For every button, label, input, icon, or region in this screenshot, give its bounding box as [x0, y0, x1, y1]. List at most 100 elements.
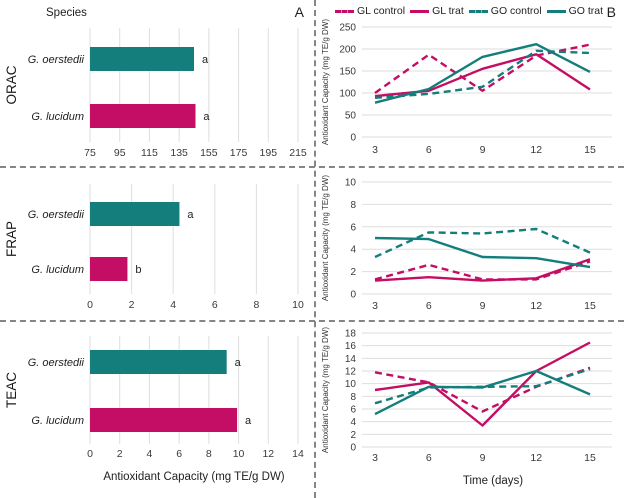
legend-item-label: GO trat [568, 5, 603, 17]
svg-text:Antioxidant Capacity (mg TE/g: Antioxidant Capacity (mg TE/g DW) [321, 19, 330, 145]
orac-bar-chart: 75 95 115 135 155 175 195 215 a G. oerstedii a G. l… [4, 7, 307, 159]
legend-item-label: GL trat [432, 5, 464, 17]
panel-divider-vertical [314, 0, 316, 498]
legend-item: GL trat [410, 5, 464, 17]
svg-text:12: 12 [530, 300, 542, 312]
svg-text:a: a [187, 209, 194, 221]
svg-text:12: 12 [262, 448, 274, 460]
bar-G. lucidum [90, 408, 238, 432]
svg-text:8: 8 [350, 200, 356, 211]
bar-G. oerstedii [90, 47, 194, 71]
row-divider-1 [0, 166, 624, 168]
series-line-GO trat [374, 43, 591, 104]
svg-text:G. oerstedii: G. oerstedii [28, 357, 85, 369]
svg-text:12: 12 [345, 367, 357, 378]
svg-text:250: 250 [339, 23, 356, 34]
bar-G. lucidum [90, 257, 128, 281]
panel-b-label: B [606, 4, 616, 20]
svg-text:Time (days): Time (days) [463, 475, 523, 487]
bar-G. oerstedii [90, 350, 227, 374]
svg-text:2: 2 [350, 430, 356, 441]
svg-text:10: 10 [345, 178, 357, 189]
series-line-GL control [374, 260, 591, 281]
svg-text:a: a [245, 415, 252, 427]
svg-text:8: 8 [206, 448, 212, 460]
svg-text:3: 3 [372, 300, 378, 312]
svg-text:150: 150 [339, 67, 356, 78]
svg-text:0: 0 [87, 448, 93, 460]
panel-orac-bar: 75 95 115 135 155 175 195 215 a G. oerstedii a G. l… [0, 0, 316, 168]
svg-text:4: 4 [350, 245, 356, 256]
svg-text:9: 9 [480, 300, 486, 312]
svg-text:16: 16 [345, 341, 357, 352]
svg-text:9: 9 [480, 144, 486, 156]
legend-item: GO control [468, 5, 542, 17]
svg-text:175: 175 [230, 147, 248, 159]
svg-text:6: 6 [212, 299, 218, 311]
svg-text:G. lucidum: G. lucidum [31, 264, 84, 276]
svg-text:12: 12 [530, 452, 542, 464]
svg-text:G. lucidum: G. lucidum [31, 111, 84, 123]
svg-text:Antioxidant Capacity (mg TE/g: Antioxidant Capacity (mg TE/g DW) [103, 471, 284, 483]
svg-text:135: 135 [170, 147, 188, 159]
svg-text:10: 10 [345, 379, 357, 390]
svg-text:100: 100 [339, 89, 356, 100]
svg-text:10: 10 [233, 448, 245, 460]
svg-text:6: 6 [426, 300, 432, 312]
legend-item-label: GO control [490, 5, 542, 17]
svg-text:0: 0 [350, 290, 356, 301]
svg-text:8: 8 [253, 299, 259, 311]
series-line-GL trat [374, 341, 591, 427]
svg-text:FRAP: FRAP [4, 221, 19, 257]
svg-text:0: 0 [350, 443, 356, 454]
teac-bar-chart: 0 2 4 6 8 10 12 14 a G. oerstedii a G. lucidum Antio… [4, 336, 304, 483]
svg-text:215: 215 [289, 147, 307, 159]
svg-text:Species: Species [46, 7, 87, 19]
svg-text:2: 2 [350, 267, 356, 278]
row-divider-2 [0, 320, 624, 322]
svg-text:10: 10 [292, 299, 304, 311]
svg-text:9: 9 [480, 452, 486, 464]
series-line-GL trat [374, 258, 591, 282]
svg-text:15: 15 [584, 300, 596, 312]
svg-text:115: 115 [141, 147, 158, 159]
svg-text:6: 6 [426, 452, 432, 464]
svg-text:3: 3 [372, 452, 378, 464]
svg-text:Antioxidant Capacity (mg TE/g: Antioxidant Capacity (mg TE/g DW) [321, 327, 330, 453]
svg-text:6: 6 [350, 222, 356, 233]
series-line-GO control [374, 227, 591, 259]
svg-text:12: 12 [530, 144, 542, 156]
svg-text:a: a [235, 357, 242, 369]
svg-text:200: 200 [339, 45, 356, 56]
orac-line-chart: 0 50 100 150 200 250 3 6 9 12 15 Antioxidant Capaci… [321, 19, 612, 156]
svg-text:14: 14 [345, 354, 357, 365]
svg-text:195: 195 [260, 147, 278, 159]
panel-orac-line: 0 50 100 150 200 250 3 6 9 12 15 Antioxidant Capaci… [318, 0, 624, 168]
svg-text:50: 50 [345, 111, 357, 122]
svg-text:0: 0 [350, 133, 356, 144]
legend-item: GL control [335, 5, 405, 17]
panel-frap-bar: 0 2 4 6 8 10 a G. oerstedii b G. lucidum FRAP [0, 168, 316, 322]
svg-text:2: 2 [129, 299, 135, 311]
svg-text:75: 75 [84, 147, 96, 159]
bar-G. oerstedii [90, 202, 180, 226]
panel-teac-bar: 0 2 4 6 8 10 12 14 a G. oerstedii a G. lucidum Antio… [0, 322, 316, 498]
svg-text:95: 95 [114, 147, 126, 159]
legend-item-label: GL control [357, 5, 406, 17]
legend-line-sample-icon [335, 9, 354, 13]
series-line-GO trat [374, 369, 591, 416]
frap-bar-chart: 0 2 4 6 8 10 a G. oerstedii b G. lucidum FRAP [4, 184, 304, 311]
series-line-GO trat [374, 236, 591, 269]
svg-text:2: 2 [117, 448, 123, 460]
panel-frap-line: 0 2 4 6 8 10 3 6 9 12 15 Antioxidant Capacity (mg T… [318, 168, 624, 322]
svg-text:TEAC: TEAC [4, 372, 19, 408]
legend-line-sample-icon [410, 9, 430, 13]
frap-line-chart: 0 2 4 6 8 10 3 6 9 12 15 Antioxidant Capacity (mg T… [321, 175, 612, 312]
svg-text:6: 6 [426, 144, 432, 156]
svg-text:6: 6 [350, 405, 356, 416]
svg-text:a: a [203, 111, 210, 123]
svg-text:15: 15 [584, 452, 596, 464]
svg-text:4: 4 [147, 448, 153, 460]
